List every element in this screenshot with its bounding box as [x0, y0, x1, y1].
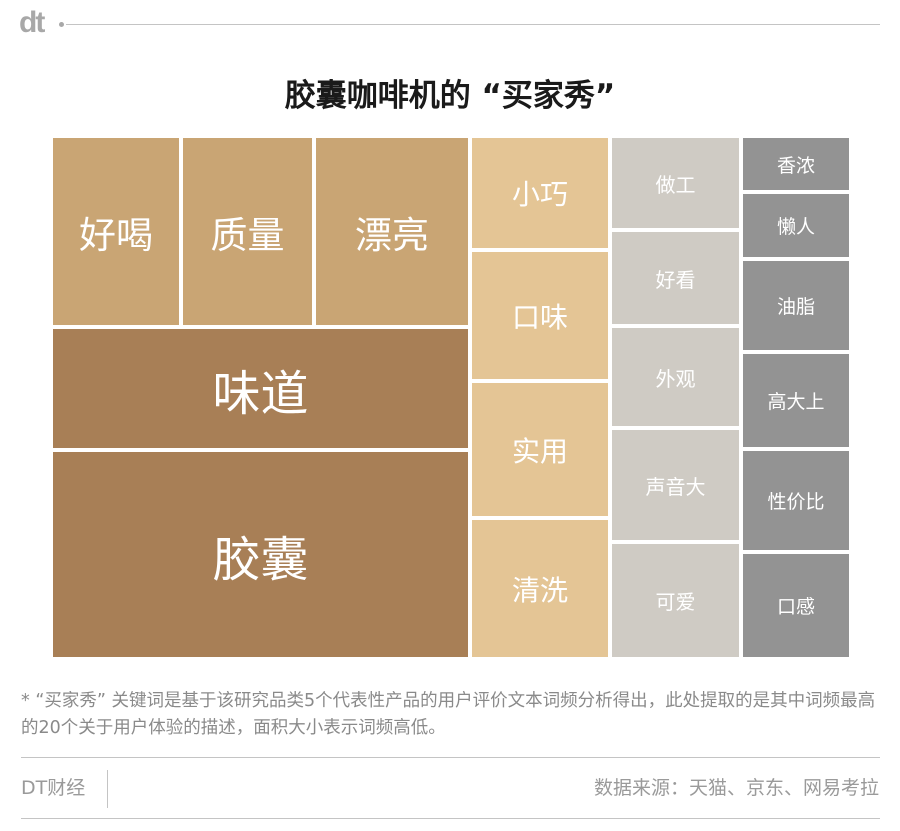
treemap-cell: 懒人: [743, 194, 849, 257]
footer-brand: DT财经: [21, 777, 86, 799]
treemap-cell: 漂亮: [316, 138, 468, 325]
treemap-cell: 可爱: [612, 544, 739, 657]
footnote: * “买家秀” 关键词是基于该研究品类5个代表性产品的用户评价文本词频分析得出，…: [21, 691, 876, 738]
treemap-cell: 胶囊: [53, 452, 468, 657]
treemap-cell: 好喝: [53, 138, 179, 325]
treemap-cell: 做工: [612, 138, 739, 228]
treemap-cell: 香浓: [743, 138, 849, 190]
footer-divider-bottom: [21, 818, 880, 819]
top-divider: [66, 24, 880, 25]
treemap-cell: 味道: [53, 329, 468, 448]
treemap-cell: 高大上: [743, 354, 849, 447]
dt-logo: dt: [19, 6, 45, 39]
treemap-cell: 外观: [612, 328, 739, 426]
footer-separator: [107, 770, 108, 808]
treemap-cell: 声音大: [612, 430, 739, 540]
logo-dot: [59, 22, 64, 27]
treemap-cell: 油脂: [743, 261, 849, 350]
treemap-cell: 好看: [612, 232, 739, 324]
treemap-cell: 口味: [472, 252, 608, 379]
treemap-cell: 口感: [743, 554, 849, 657]
treemap-cell: 清洗: [472, 520, 608, 657]
treemap-cell: 小巧: [472, 138, 608, 248]
treemap-cell: 实用: [472, 383, 608, 516]
footer-divider-top: [21, 757, 880, 758]
data-source: 数据来源：天猫、京东、网易考拉: [593, 777, 879, 799]
treemap-cell: 性价比: [743, 451, 849, 550]
chart-title: 胶囊咖啡机的 “买家秀”: [284, 78, 616, 114]
treemap-cell: 质量: [183, 138, 312, 325]
